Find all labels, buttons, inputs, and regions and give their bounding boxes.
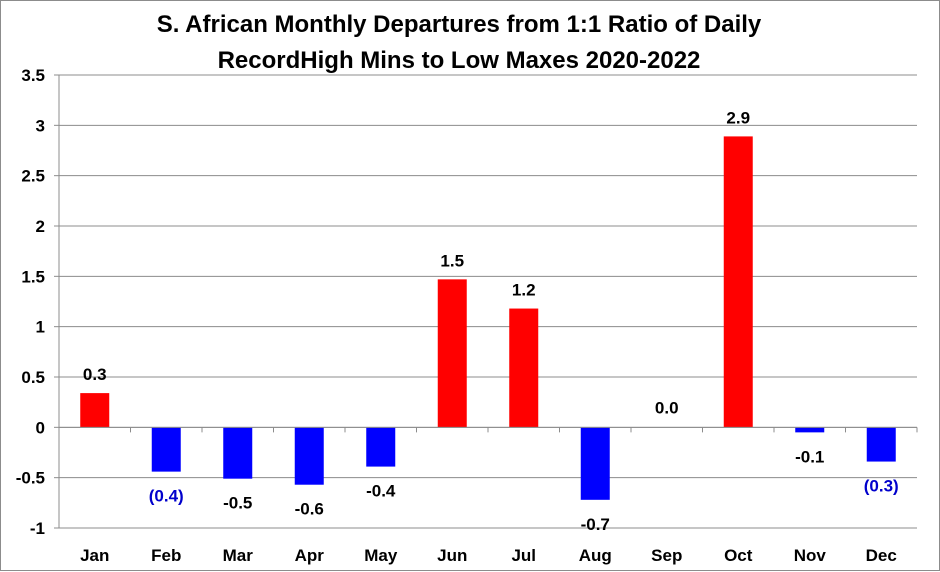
axes	[58, 75, 917, 528]
y-tick-label: 2.5	[21, 167, 45, 186]
data-label: (0.3)	[864, 477, 899, 496]
y-tick-label: -0.5	[16, 469, 45, 488]
data-label: -0.1	[795, 447, 824, 466]
bar-oct	[723, 136, 753, 428]
x-category-label: Aug	[579, 546, 612, 565]
x-category-label: Jun	[437, 546, 467, 565]
data-label: -0.7	[581, 515, 610, 534]
bar-feb	[151, 427, 181, 472]
data-label: 1.5	[440, 251, 464, 270]
x-category-label: May	[364, 546, 398, 565]
y-tick-label: 0.5	[21, 368, 45, 387]
data-label: -0.4	[366, 482, 396, 501]
x-category-label: Mar	[223, 546, 254, 565]
data-labels: 0.3 (0.4) -0.5 -0.6 -0.4 1.5 1.2 -0.7 0.0 2.9 -0.1…	[83, 108, 899, 533]
bar-may	[366, 427, 396, 467]
y-tick-label: 0	[36, 418, 45, 437]
data-label: -0.6	[295, 500, 324, 519]
bar-apr	[294, 427, 324, 485]
y-axis-ticks: 3.5 3 2.5 2 1.5 1 0.5 0 -0.5 -1	[16, 66, 59, 538]
data-label: 0.3	[83, 365, 107, 384]
chart-title-line-1: S. African Monthly Departures from 1:1 R…	[157, 11, 762, 38]
x-category-label: Sep	[651, 546, 682, 565]
chart-title-line-2: RecordHigh Mins to Low Maxes 2020-2022	[218, 47, 701, 74]
bar-jun	[437, 279, 467, 428]
bar-dec	[866, 427, 896, 462]
bars	[80, 136, 896, 500]
y-tick-label: 2	[36, 217, 45, 236]
x-category-label: Oct	[724, 546, 753, 565]
x-category-label: Apr	[295, 546, 325, 565]
y-tick-label: 1.5	[21, 267, 45, 286]
gridlines	[59, 74, 917, 529]
x-category-label: Jan	[80, 546, 109, 565]
y-tick-label: 3.5	[21, 66, 45, 85]
x-category-label: Feb	[151, 546, 181, 565]
y-tick-label: 3	[36, 116, 45, 135]
x-category-label: Dec	[866, 546, 897, 565]
data-label: 0.0	[655, 398, 679, 417]
y-tick-label: 1	[36, 318, 45, 337]
bar-nov	[795, 427, 825, 433]
data-label: 1.2	[512, 281, 536, 300]
x-category-label: Nov	[794, 546, 827, 565]
data-label: (0.4)	[149, 487, 184, 506]
bar-mar	[223, 427, 253, 479]
data-label: -0.5	[223, 494, 252, 513]
x-category-label: Jul	[511, 546, 536, 565]
bar-jul	[509, 308, 539, 428]
bar-jan	[80, 393, 110, 428]
data-label: 2.9	[726, 108, 750, 127]
y-tick-label: -1	[30, 519, 45, 538]
bar-aug	[580, 427, 610, 500]
x-axis-categories: Jan Feb Mar Apr May Jun Jul Aug Sep Oct Nov Dec	[58, 427, 918, 565]
